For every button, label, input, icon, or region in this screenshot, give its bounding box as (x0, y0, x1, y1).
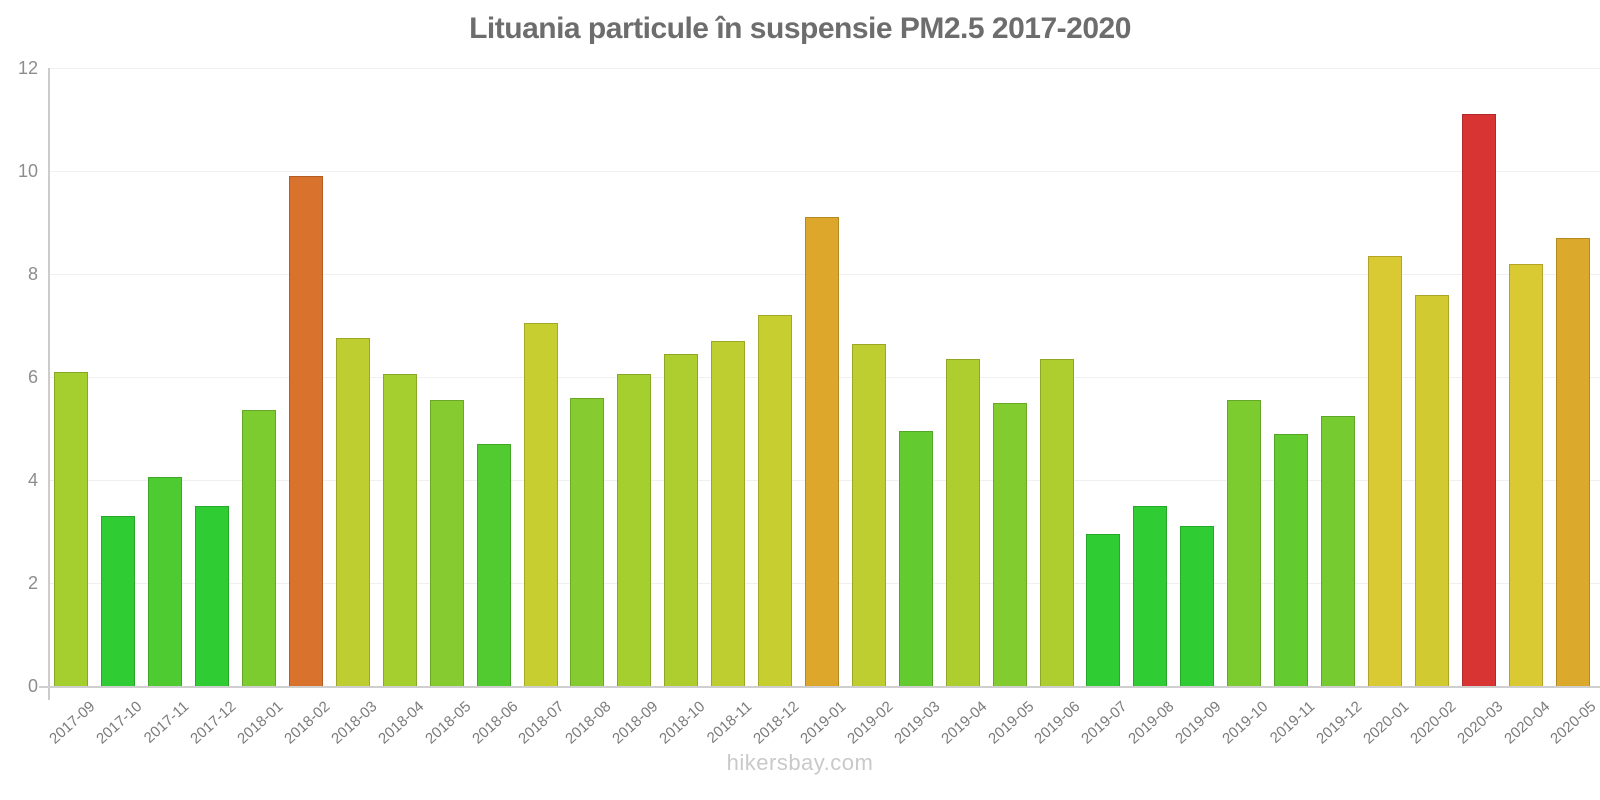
y-axis-label-8: 8 (27, 264, 38, 284)
x-axis-label-2019-03: 2019-03 (890, 698, 944, 748)
x-axis-label-2018-05: 2018-05 (421, 698, 475, 748)
bar-2018-05[interactable] (429, 400, 464, 686)
bar-2019-10[interactable] (1227, 400, 1262, 686)
bar-2017-12[interactable] (195, 505, 230, 686)
x-axis-label-2018-03: 2018-03 (328, 698, 381, 748)
bar-2020-03[interactable] (1461, 114, 1496, 686)
x-axis-label-2019-12: 2019-12 (1313, 698, 1366, 748)
bar-2018-10[interactable] (664, 353, 699, 686)
x-axis-label-2018-12: 2018-12 (750, 698, 803, 748)
x-axis-label-2019-01: 2019-01 (797, 698, 850, 748)
x-axis-label-2018-09: 2018-09 (609, 698, 662, 748)
watermark: hikersbay.com (726, 750, 874, 775)
y-axis-label-4: 4 (27, 470, 38, 490)
x-axis-label-2017-12: 2017-12 (187, 698, 240, 748)
x-axis-label-2018-07: 2018-07 (515, 698, 568, 748)
x-axis-label-2019-08: 2019-08 (1125, 698, 1178, 748)
bar-2018-08[interactable] (570, 397, 605, 686)
bar-2018-06[interactable] (476, 443, 511, 686)
bar-2019-06[interactable] (1039, 358, 1074, 686)
x-axis-baseline (39, 686, 1600, 688)
plot-area: 0 2 4 6 8 10 12 2017-09 2017-10 2017-11 2017-12 201… (18, 58, 1600, 747)
bar-2019-12[interactable] (1321, 415, 1355, 686)
x-axis-label-2018-02: 2018-02 (281, 698, 334, 748)
x-axis-label-2018-10: 2018-10 (656, 698, 709, 748)
x-axis-label-2018-04: 2018-04 (374, 698, 428, 748)
x-axis-label-2018-11: 2018-11 (704, 698, 756, 747)
bar-2020-01[interactable] (1367, 255, 1402, 686)
y-axis-label-10: 10 (17, 161, 38, 181)
bar-2017-10[interactable] (101, 516, 136, 686)
bar-2018-02[interactable] (289, 176, 323, 686)
x-axis-label-2020-05: 2020-05 (1547, 698, 1600, 748)
x-axis-label-2017-11: 2017-11 (141, 698, 193, 747)
x-axis-label-2020-03: 2020-03 (1453, 698, 1507, 748)
bar-2018-01[interactable] (242, 410, 277, 686)
bar-2019-02[interactable] (851, 343, 886, 686)
x-axis-label-2017-10: 2017-10 (93, 698, 146, 748)
chart-title: Lituania particule în suspensie PM2.5 20… (469, 12, 1131, 45)
bar-2020-02[interactable] (1414, 294, 1449, 686)
x-axis-label-2018-06: 2018-06 (468, 698, 522, 748)
bar-2019-05[interactable] (992, 402, 1027, 686)
bar-2018-11[interactable] (711, 340, 746, 686)
bar-2019-03[interactable] (898, 431, 933, 686)
x-axis-label-2019-05: 2019-05 (984, 698, 1038, 748)
bar-2018-09[interactable] (617, 374, 652, 686)
y-axis-label-0: 0 (27, 676, 38, 696)
x-axis-label-2020-01: 2020-01 (1360, 698, 1413, 748)
x-axis-label-2019-10: 2019-10 (1219, 698, 1272, 748)
bar-2018-03[interactable] (335, 338, 370, 686)
bar-2018-12[interactable] (758, 315, 793, 686)
gridline-10 (50, 171, 1600, 172)
x-axis-label-2020-04: 2020-04 (1500, 698, 1554, 748)
bar-2019-01[interactable] (805, 217, 839, 686)
bar-2017-11[interactable] (148, 477, 183, 686)
x-axis-label-2018-08: 2018-08 (562, 698, 615, 748)
bar-2019-11[interactable] (1274, 433, 1309, 686)
y-axis-label-12: 12 (17, 58, 38, 78)
bar-2020-05[interactable] (1555, 237, 1590, 686)
x-axis-label-2019-06: 2019-06 (1031, 698, 1084, 748)
x-axis-label-2017-09: 2017-09 (46, 698, 99, 748)
y-axis-label-6: 6 (27, 367, 38, 387)
x-axis-label-2019-02: 2019-02 (844, 698, 897, 748)
bar-2020-04[interactable] (1508, 263, 1543, 686)
bar-2019-09[interactable] (1180, 526, 1215, 686)
y-axis-line (48, 68, 50, 700)
bar-2019-04[interactable] (945, 358, 980, 686)
x-axis-label-2018-01: 2018-01 (234, 698, 287, 748)
bar-2019-07[interactable] (1086, 534, 1121, 686)
x-axis-label-2020-02: 2020-02 (1406, 698, 1460, 748)
x-axis-label-2019-04: 2019-04 (937, 698, 991, 748)
bar-2019-08[interactable] (1133, 505, 1168, 686)
bar-2018-07[interactable] (523, 322, 558, 686)
gridline-12 (50, 68, 1600, 69)
bar-2018-04[interactable] (382, 374, 417, 686)
x-axis-label-2019-07: 2019-07 (1078, 698, 1131, 748)
y-axis-label-2: 2 (27, 573, 38, 593)
x-axis-label-2019-11: 2019-11 (1267, 698, 1319, 747)
x-axis-label-2019-09: 2019-09 (1172, 698, 1225, 748)
bar-2017-09[interactable] (54, 371, 89, 686)
